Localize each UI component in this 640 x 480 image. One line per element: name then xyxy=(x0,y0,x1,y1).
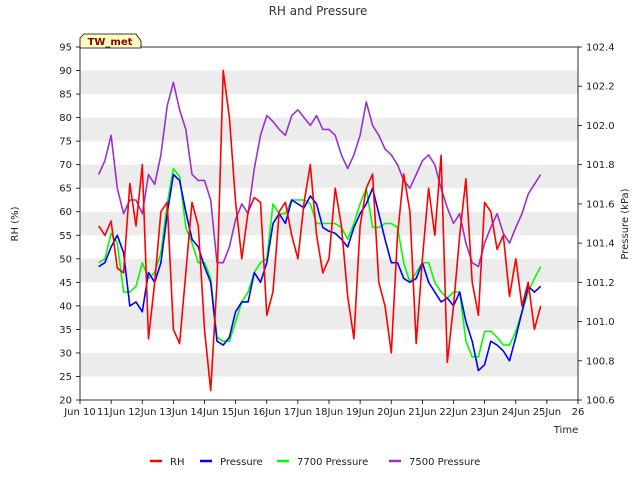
y-tick-label: 70 xyxy=(59,160,72,171)
y-tick-label: 80 xyxy=(59,113,72,124)
y-axis-label: RH (%) xyxy=(10,206,21,241)
y-tick-label: 75 xyxy=(59,137,72,148)
x-tick-label: 13Jun xyxy=(159,407,187,418)
y2-tick-label: 101.6 xyxy=(586,199,615,210)
y2-tick-label: 102.2 xyxy=(586,82,615,93)
x-tick-label: 26 xyxy=(572,407,585,418)
y2-tick-label: 101.0 xyxy=(586,317,615,328)
x-tick-label: 16Jun xyxy=(253,407,281,418)
y2-tick-label: 100.6 xyxy=(586,396,615,407)
y2-tick-label: 101.8 xyxy=(586,160,615,171)
legend-label-7700-pressure: 7700 Pressure xyxy=(297,457,368,468)
y-tick-label: 90 xyxy=(59,66,72,77)
chart-title: RH and Pressure xyxy=(269,4,368,18)
grid-band xyxy=(80,352,578,377)
y-tick-label: 40 xyxy=(59,301,72,312)
y-axis-right: 100.6 100.8 101.0 101.2 101.4 101.6 101.8 102.0… xyxy=(578,43,615,407)
y2-tick-label: 101.4 xyxy=(586,239,615,250)
y-tick-label: 30 xyxy=(59,348,72,359)
x-tick-label: 22Jun xyxy=(439,407,467,418)
series-line-7700-pressure xyxy=(98,167,542,358)
x-tick-label: 20Jun xyxy=(377,407,405,418)
legend: RH Pressure 7700 Pressure 7500 Pressure xyxy=(150,457,480,468)
x-tick-label: 23Jun xyxy=(470,407,498,418)
grid-band xyxy=(80,305,578,330)
series-line-pressure xyxy=(98,173,542,372)
x-tick-label: 17Jun xyxy=(284,407,312,418)
y2-tick-label: 101.2 xyxy=(586,278,615,289)
grid-band xyxy=(80,70,578,95)
x-tick-label: 14Jun xyxy=(190,407,218,418)
y-tick-label: 85 xyxy=(59,90,72,101)
x-axis-label: Time xyxy=(553,425,578,436)
series-line-rh xyxy=(98,69,542,392)
x-tick-label: 12Jun xyxy=(128,407,156,418)
y-tick-label: 95 xyxy=(59,43,72,54)
station-badge: TW_met xyxy=(79,33,142,49)
y-tick-label: 55 xyxy=(59,231,72,242)
legend-label-7500-pressure: 7500 Pressure xyxy=(409,457,480,468)
x-tick-label: 15Jun xyxy=(221,407,249,418)
y-tick-label: 45 xyxy=(59,278,72,289)
x-tick-label: 25Jun xyxy=(533,407,561,418)
y2-tick-label: 102.4 xyxy=(586,43,615,54)
y2-tick-label: 100.8 xyxy=(586,356,615,367)
series-line-7500-pressure xyxy=(97,81,542,268)
y-tick-label: 60 xyxy=(59,207,72,218)
y2-tick-label: 102.0 xyxy=(586,121,615,132)
y-tick-label: 20 xyxy=(59,396,72,407)
x-tick-label: 21Jun xyxy=(408,407,436,418)
station-badge-box xyxy=(79,33,142,49)
x-tick-label: 18Jun xyxy=(315,407,343,418)
x-tick-label: 24Jun xyxy=(502,407,530,418)
legend-label-rh: RH xyxy=(170,457,184,468)
y-axis-left: 20 25 30 35 40 45 50 55 60 65 70 75 80 85 90 95 xyxy=(59,43,80,407)
x-tick-label: 19Jun xyxy=(346,407,374,418)
legend-label-pressure: Pressure xyxy=(220,457,263,468)
series-lines xyxy=(97,69,542,392)
y-tick-label: 65 xyxy=(59,184,72,195)
y-tick-label: 25 xyxy=(59,372,72,383)
station-badge-label: TW_met xyxy=(88,37,133,48)
y2-axis-label: Pressure (kPa) xyxy=(620,188,631,259)
x-tick-label: 11Jun xyxy=(97,407,125,418)
x-axis: Jun 10 11Jun 12Jun 13Jun 14Jun 15Jun 16Jun 17Ju… xyxy=(63,400,584,418)
y-tick-label: 35 xyxy=(59,325,72,336)
y-tick-label: 50 xyxy=(59,254,72,265)
x-tick-label: Jun 10 xyxy=(63,407,96,418)
